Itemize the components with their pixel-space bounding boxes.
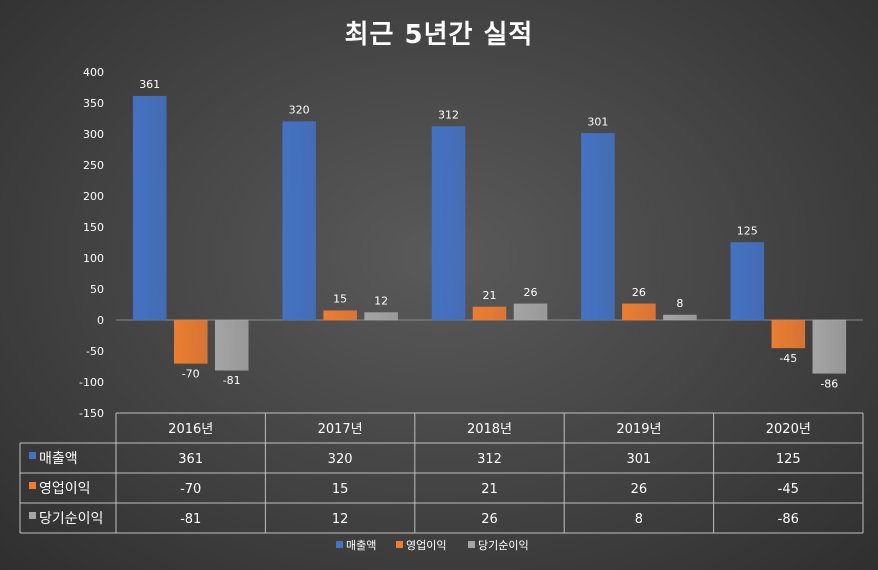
x-tick-label: 2020년: [766, 422, 811, 437]
bar-당기순이익-2020년: [812, 319, 847, 374]
table-cell: 15: [332, 482, 349, 497]
chart-title: 최근 5년간 실적: [344, 20, 534, 50]
table-cell: -86: [778, 512, 799, 527]
table-cell: 26: [631, 482, 648, 497]
data-label: -86: [820, 377, 838, 390]
table-cell: -70: [180, 482, 201, 497]
legend-label: 당기순이익: [478, 539, 529, 552]
y-tick-label: 150: [83, 221, 104, 234]
table-series-name: 영업이익: [39, 481, 91, 497]
table-cell: -81: [180, 512, 201, 527]
table-cell: 320: [328, 452, 353, 467]
y-tick-label: 100: [83, 252, 104, 265]
bar-당기순이익-2018년: [513, 303, 548, 321]
bar-매출액-2017년: [282, 121, 316, 321]
y-tick-label: 400: [83, 66, 104, 79]
data-label: 320: [289, 104, 310, 117]
bar-영업이익-2019년: [622, 303, 656, 321]
bar-당기순이익-2016년: [214, 319, 249, 371]
data-label: 361: [139, 78, 160, 91]
data-label: 26: [632, 286, 646, 299]
data-label: 12: [374, 295, 388, 308]
table-cell: -45: [778, 482, 799, 497]
data-label: 8: [676, 297, 683, 310]
table-cell: 312: [477, 452, 502, 467]
y-tick-label: 0: [97, 314, 104, 327]
data-label: -81: [223, 374, 241, 387]
table-cell: 8: [635, 512, 643, 527]
y-tick-label: -50: [86, 345, 104, 358]
data-label: 21: [483, 289, 497, 302]
legend-marker: [396, 541, 403, 548]
legend-marker: [336, 541, 343, 548]
y-tick-label: 300: [83, 128, 104, 141]
bar-매출액-2018년: [431, 126, 466, 321]
data-label: 15: [333, 293, 347, 306]
x-tick-label: 2016년: [168, 422, 213, 437]
table-legend-key: [29, 512, 36, 519]
y-tick-label: -150: [79, 407, 104, 420]
bar-영업이익-2020년: [771, 319, 806, 349]
bar-당기순이익-2019년: [663, 314, 697, 321]
table-series-name: 매출액: [39, 451, 78, 467]
table-cell: 125: [776, 452, 801, 467]
y-tick-label: 200: [83, 190, 104, 203]
data-label: 301: [587, 115, 608, 128]
bar-매출액-2020년: [730, 242, 765, 321]
table-cell: 361: [178, 452, 203, 467]
y-tick-label: -100: [79, 376, 104, 389]
table-legend-key: [29, 452, 36, 459]
data-label: 125: [737, 225, 758, 238]
x-tick-label: 2019년: [616, 422, 661, 437]
legend-marker: [468, 541, 475, 548]
data-label: -70: [182, 367, 200, 380]
table-cell: 301: [626, 452, 651, 467]
bar-매출액-2016년: [132, 95, 167, 321]
bar-매출액-2019년: [581, 133, 615, 321]
legend-label: 영업이익: [406, 539, 446, 552]
data-label: 312: [438, 109, 459, 122]
table-cell: 12: [332, 512, 349, 527]
y-tick-label: 250: [83, 159, 104, 172]
legend-label: 매출액: [346, 539, 376, 552]
bar-당기순이익-2017년: [364, 312, 398, 321]
y-tick-label: 350: [83, 97, 104, 110]
bar-영업이익-2016년: [173, 319, 208, 364]
table-cell: 26: [481, 512, 498, 527]
y-tick-label: 50: [90, 283, 104, 296]
data-label: -45: [779, 352, 797, 365]
data-label: 26: [524, 286, 538, 299]
table-legend-key: [29, 482, 36, 489]
table-series-name: 당기순이익: [39, 511, 103, 527]
x-tick-label: 2017년: [318, 422, 363, 437]
table-cell: 21: [481, 482, 498, 497]
bar-영업이익-2017년: [323, 310, 357, 321]
bar-영업이익-2018년: [472, 306, 507, 321]
x-tick-label: 2018년: [467, 422, 512, 437]
